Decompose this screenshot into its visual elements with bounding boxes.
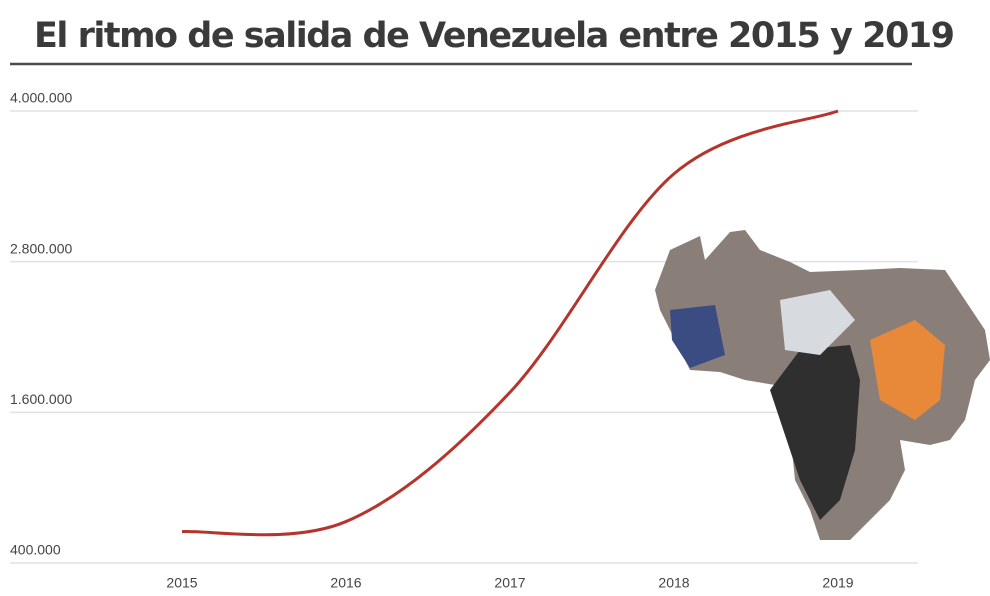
x-tick-label: 2017	[494, 575, 525, 591]
y-tick-label: 1.600.000	[10, 391, 72, 407]
photo-map	[655, 230, 990, 540]
line-series	[181, 109, 839, 537]
x-tick-label: 2015	[166, 575, 197, 591]
x-tick-label: 2019	[822, 575, 853, 591]
y-tick-label: 400.000	[10, 542, 61, 558]
x-tick-label: 2016	[330, 575, 361, 591]
y-tick-label: 4.000.000	[10, 90, 72, 106]
chart-title: El ritmo de salida de Venezuela entre 20…	[34, 16, 954, 56]
y-tick-label: 2.800.000	[10, 240, 72, 256]
x-tick-label: 2018	[658, 575, 689, 591]
